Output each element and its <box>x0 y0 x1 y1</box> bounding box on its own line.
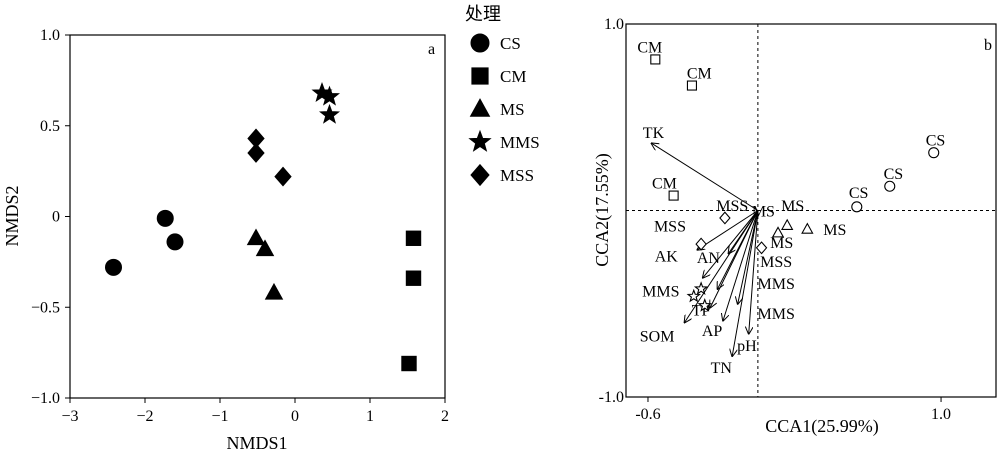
panel-b-ylabel: CCA2(17.55%) <box>592 153 613 267</box>
panel-b-vector <box>703 210 759 278</box>
panel-b-sample-label-mms: MMS <box>758 276 795 293</box>
panel-b-vector-ak <box>697 210 759 250</box>
panel-b-sample-mss <box>695 237 707 251</box>
panel-b-sample-label-cs: CS <box>926 133 946 150</box>
panel-a-point-mms <box>318 103 341 124</box>
legend-label-cm: CM <box>500 67 526 86</box>
panel-a-xtick-label: −2 <box>136 408 153 425</box>
panel-a-xtick-label: −1 <box>211 408 228 425</box>
panel-b-sample-cm <box>650 54 661 65</box>
legend: 处理 CS CM MS MMS MSS <box>465 4 540 187</box>
legend-marker-cs <box>470 33 490 53</box>
panel-a-xtick-label: 1 <box>366 408 374 425</box>
panel-b-sample-ms <box>781 218 794 230</box>
panel-a-ytick-label: 0 <box>52 209 60 226</box>
panel-a-point-mms <box>318 85 341 106</box>
panel-b-sample-cm <box>686 80 697 91</box>
panel-b-sample-mss <box>719 211 731 225</box>
panel-b-vector-tn <box>732 210 759 356</box>
panel-a-point-mss <box>274 166 292 187</box>
panel-b-vector-ph <box>749 210 759 334</box>
panel-b-sample-mms <box>693 281 709 295</box>
legend-marker-mms <box>468 129 492 152</box>
legend-title: 处理 <box>465 4 501 25</box>
panel-b-vector-som <box>685 210 759 323</box>
panel-b-vector-label-tn: TN <box>711 360 733 377</box>
panel-a-point-cm <box>405 270 422 286</box>
panel-a-point-ms <box>255 239 275 257</box>
legend-marker-cm <box>471 67 489 85</box>
panel-a-point-mss <box>247 143 265 163</box>
panel-a-xtick-label: −3 <box>61 408 78 425</box>
panel-b-xtick-label: 1.0 <box>931 406 951 423</box>
panel-b-vector-label-tk: TK <box>643 125 665 142</box>
panel-b-sample-label-cm: CM <box>637 39 662 56</box>
panel-b-sample-label-ms: MS <box>781 198 804 215</box>
panel-a-ytick-label: 1.0 <box>40 27 60 44</box>
panel-a-point-cm <box>405 230 422 246</box>
panel-b-ytick-label: -1.0 <box>599 389 624 406</box>
panel-b-xtick-label: -0.6 <box>635 406 660 423</box>
panel-b-sample-label-mms: MMS <box>642 284 679 301</box>
panel-b-sample-label-mss: MSS <box>716 198 748 215</box>
panel-b-sample-cs <box>884 180 896 192</box>
panel-a-point-cs <box>105 258 122 276</box>
panel-a-point-cs <box>156 209 174 227</box>
panel-a-xtick-label: 2 <box>441 408 449 425</box>
panel-a-label: a <box>428 41 435 58</box>
panel-a-ytick-label: −1.0 <box>31 390 60 407</box>
panel-a-nmds: a NMDS1 NMDS2 −3 −2 −1 0 1 2 −1.0 −0.5 0 0.5 1.0 <box>2 27 449 453</box>
legend-label-cs: CS <box>500 34 521 53</box>
legend-label-ms: MS <box>500 100 525 119</box>
panel-b-vector-label-ak: AK <box>655 248 679 265</box>
panel-b-ytick-label: 1.0 <box>604 16 624 33</box>
panel-b-sample-label-mss: MSS <box>760 254 792 271</box>
panel-b-cca: b CCA1(25.99%) CCA2(17.55%) -0.6 1.0 -1.0 1… <box>592 16 997 437</box>
legend-label-mms: MMS <box>500 133 540 152</box>
panel-b-vector-label-som: SOM <box>640 328 675 345</box>
panel-b-vector-label-an: AN <box>697 250 721 267</box>
panel-b-sample-cm <box>668 190 679 201</box>
panel-a-point-ms <box>264 282 284 300</box>
panel-a-frame <box>69 34 446 399</box>
panel-b-sample-mms <box>686 288 701 303</box>
panel-b-sample-mss <box>755 241 768 255</box>
panel-a-ytick-label: 0.5 <box>40 118 60 135</box>
panel-a-xlabel: NMDS1 <box>226 433 287 453</box>
panel-b-vector-label-ap: AP <box>702 323 723 340</box>
legend-marker-mss <box>470 163 490 187</box>
panel-a-point-cm <box>401 355 417 372</box>
panel-b-sample-label-mss: MSS <box>654 218 686 235</box>
panel-b-label: b <box>984 37 992 54</box>
panel-b-vector <box>738 210 759 304</box>
panel-b-sample-ms <box>801 222 814 234</box>
panel-b-xlabel: CCA1(25.99%) <box>765 416 879 437</box>
panel-b-sample-label-cs: CS <box>849 185 869 202</box>
panel-b-sample-cs <box>851 201 863 213</box>
panel-a-point-cs <box>166 233 184 251</box>
panel-a-ylabel: NMDS2 <box>2 185 22 246</box>
panel-b-vector-tk <box>652 143 759 211</box>
panel-b-sample-label-cm: CM <box>652 176 677 193</box>
legend-marker-ms <box>469 98 491 117</box>
panel-b-vector-label-ph: pH <box>737 338 757 355</box>
panel-a-ytick-label: −0.5 <box>31 299 60 316</box>
panel-a-xtick-label: 0 <box>291 408 299 425</box>
panel-b-sample-cs <box>928 147 940 159</box>
panel-b-sample-ms <box>771 226 785 238</box>
panel-b-sample-mms <box>697 298 712 312</box>
legend-label-mss: MSS <box>500 166 534 185</box>
panel-b-sample-label-mms: MMS <box>758 306 795 323</box>
panel-b-sample-label-cm: CM <box>687 65 712 82</box>
panel-b-vector <box>718 210 759 289</box>
panel-a-point-ms <box>246 228 266 246</box>
panel-b-vector-ap <box>723 210 759 321</box>
panel-b-sample-label-ms: MS <box>823 222 846 239</box>
panel-b-sample-label-ms: MS <box>770 235 793 252</box>
panel-b-sample-label-cs: CS <box>884 166 904 183</box>
